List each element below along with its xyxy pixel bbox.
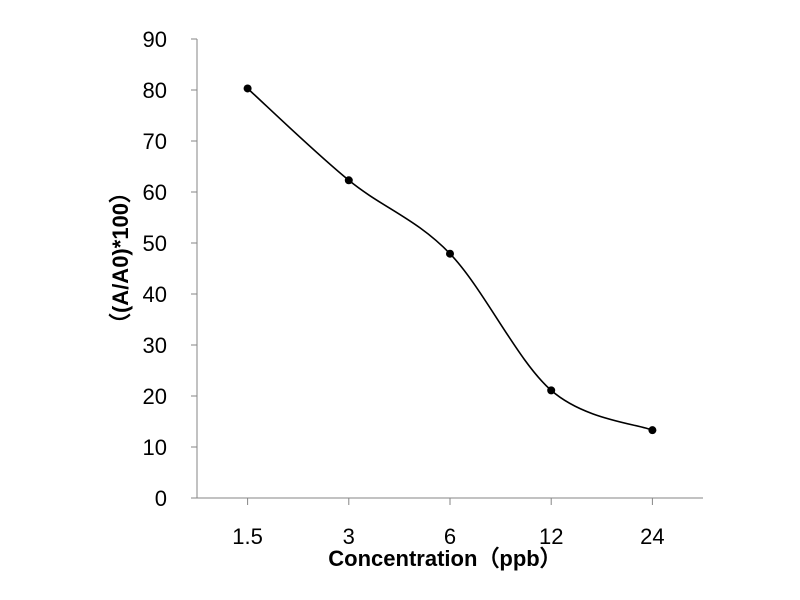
y-tick-label: 80 (143, 78, 167, 103)
x-tick-label: 24 (640, 524, 664, 549)
y-axis-title: （(A/A0)*100） (108, 181, 133, 335)
y-tick-label: 60 (143, 180, 167, 205)
y-tick-label: 0 (155, 486, 167, 511)
y-tick-label: 40 (143, 282, 167, 307)
y-tick-label: 50 (143, 231, 167, 256)
x-axis-title: Concentration（ppb） (328, 546, 561, 571)
x-tick-label: 6 (444, 524, 456, 549)
x-axis-ticks: 1.5 3 6 12 24 (232, 498, 665, 549)
data-markers (243, 84, 657, 435)
data-point (344, 176, 353, 185)
series-line (247, 87, 653, 431)
data-point (648, 426, 657, 435)
y-tick-label: 30 (143, 333, 167, 358)
x-tick-label: 3 (343, 524, 355, 549)
y-tick-label: 90 (143, 27, 167, 52)
y-tick-label: 10 (143, 435, 167, 460)
y-axis-ticks: 0 10 20 30 40 50 60 70 80 90 (143, 27, 197, 511)
x-tick-label: 12 (539, 524, 563, 549)
data-point (547, 386, 556, 395)
x-tick-label: 1.5 (232, 524, 263, 549)
y-tick-label: 70 (143, 129, 167, 154)
axes (196, 39, 703, 499)
y-tick-label: 20 (143, 384, 167, 409)
data-point (446, 249, 454, 258)
data-point (243, 84, 252, 93)
